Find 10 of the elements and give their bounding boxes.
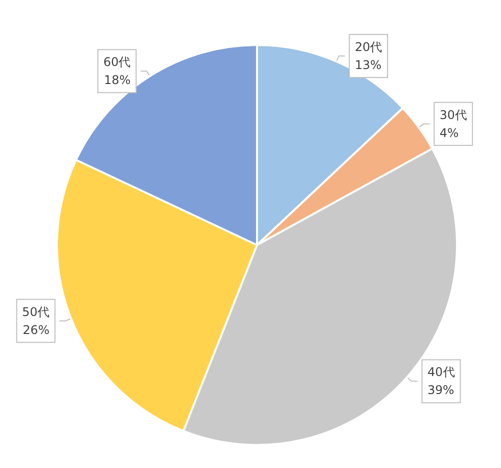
data-label: 18% — [104, 73, 131, 88]
slice-label: 60代 — [103, 55, 131, 70]
slice-label: 20代 — [354, 40, 382, 54]
data-label: 13% — [354, 58, 382, 72]
slice-label: 40代 — [428, 365, 455, 380]
slice-label: 30代 — [440, 108, 467, 122]
data-label: 4% — [440, 126, 459, 140]
slice-label: 50代 — [22, 304, 50, 319]
data-label: 26% — [22, 322, 50, 337]
data-label: 39% — [428, 383, 454, 398]
